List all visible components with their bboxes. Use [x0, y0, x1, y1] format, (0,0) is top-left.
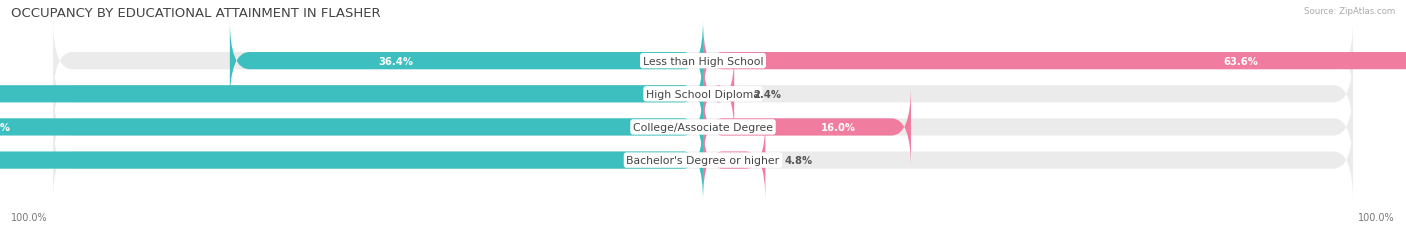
Text: OCCUPANCY BY EDUCATIONAL ATTAINMENT IN FLASHER: OCCUPANCY BY EDUCATIONAL ATTAINMENT IN F… — [11, 7, 381, 20]
Text: 36.4%: 36.4% — [378, 56, 413, 66]
FancyBboxPatch shape — [53, 21, 1353, 102]
FancyBboxPatch shape — [703, 86, 911, 168]
FancyBboxPatch shape — [703, 119, 765, 201]
Text: 63.6%: 63.6% — [1223, 56, 1258, 66]
FancyBboxPatch shape — [0, 119, 703, 201]
Text: College/Associate Degree: College/Associate Degree — [633, 122, 773, 132]
FancyBboxPatch shape — [53, 86, 1353, 168]
FancyBboxPatch shape — [0, 86, 703, 168]
Text: 16.0%: 16.0% — [821, 122, 856, 132]
Legend: Owner-occupied, Renter-occupied: Owner-occupied, Renter-occupied — [595, 229, 811, 231]
Text: 84.0%: 84.0% — [0, 122, 11, 132]
FancyBboxPatch shape — [229, 21, 703, 102]
FancyBboxPatch shape — [53, 53, 1353, 135]
Text: 2.4%: 2.4% — [754, 89, 782, 99]
Text: Source: ZipAtlas.com: Source: ZipAtlas.com — [1303, 7, 1395, 16]
Text: 100.0%: 100.0% — [1358, 212, 1395, 222]
Text: Less than High School: Less than High School — [643, 56, 763, 66]
FancyBboxPatch shape — [703, 53, 734, 135]
Text: High School Diploma: High School Diploma — [647, 89, 759, 99]
Text: Bachelor's Degree or higher: Bachelor's Degree or higher — [627, 155, 779, 165]
FancyBboxPatch shape — [703, 21, 1406, 102]
FancyBboxPatch shape — [0, 53, 703, 135]
Text: 4.8%: 4.8% — [785, 155, 813, 165]
Text: 100.0%: 100.0% — [11, 212, 48, 222]
FancyBboxPatch shape — [53, 119, 1353, 201]
